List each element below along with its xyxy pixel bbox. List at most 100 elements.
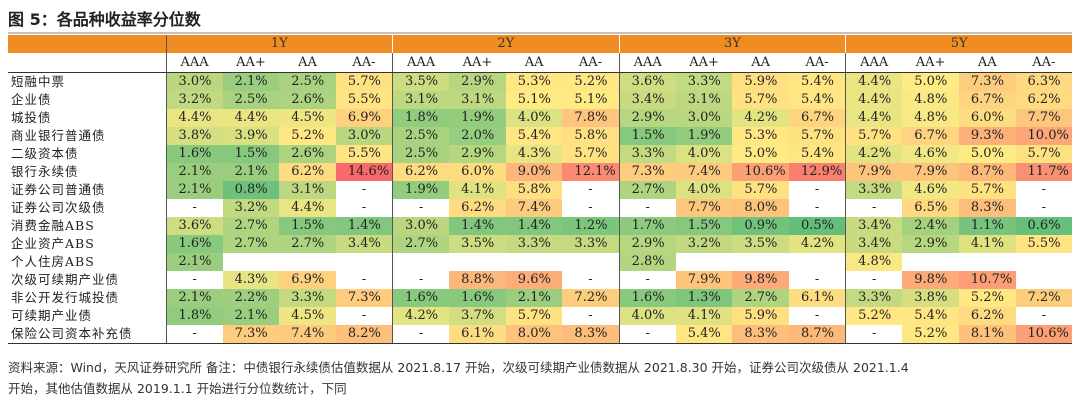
percentile-cell: - [335, 307, 393, 325]
rating-header: AA+ [675, 53, 733, 73]
percentile-cell: 9.8% [732, 271, 789, 289]
percentile-cell: 3.3% [562, 235, 620, 253]
percentile-cell: 9.3% [958, 127, 1016, 145]
table-row: 证券公司普通债 2.1% 0.8% 3.1% -1.9% 4.1% 5.8% -2.7% 4.0… [8, 181, 1073, 199]
percentile-cell: 3.2% [222, 199, 280, 217]
percentile-cell: 6.0% [958, 109, 1016, 127]
percentile-cell: 8.3% [562, 325, 620, 344]
percentile-cell: 3.3% [675, 72, 733, 91]
percentile-cell: - [392, 271, 450, 289]
percentile-cell [505, 253, 563, 271]
percentile-cell: 1.9% [675, 127, 733, 145]
percentile-cell: 4.8% [902, 109, 959, 127]
percentile-cell: 6.7% [788, 109, 846, 127]
percentile-cell: 1.3% [675, 289, 733, 307]
percentile-cell: - [788, 181, 846, 199]
percentile-cell: 3.9% [222, 127, 280, 145]
percentile-cell: 3.2% [675, 235, 733, 253]
percentile-cell: 12.1% [562, 163, 620, 181]
percentile-cell: 5.5% [335, 145, 393, 163]
percentile-cell [1015, 253, 1073, 271]
row-label: 可续期产业债 [8, 307, 167, 325]
percentile-cell: 7.4% [279, 325, 336, 344]
percentile-cell: 3.0% [335, 127, 393, 145]
percentile-cell: 7.4% [675, 163, 733, 181]
rating-header: AAA [618, 53, 676, 73]
percentile-cell: 5.4% [788, 91, 846, 109]
percentile-cell: 5.7% [562, 145, 620, 163]
row-label: 非公开发行城投债 [8, 289, 167, 307]
row-label: 银行永续债 [8, 163, 167, 181]
percentile-cell: 3.6% [618, 72, 676, 91]
row-label: 城投债 [8, 109, 167, 127]
percentile-cell: 5.8% [505, 181, 563, 199]
percentile-cell: 4.0% [618, 307, 676, 325]
percentile-cell: 5.4% [902, 307, 959, 325]
percentile-cell: - [165, 271, 223, 289]
percentile-cell: 4.6% [902, 181, 959, 199]
table-row: 银行永续债 2.1% 2.1% 6.2% 14.6% 6.2% 6.0% 9.0% 12.1% 7… [8, 163, 1073, 181]
percentile-cell: 1.2% [562, 217, 620, 235]
rating-header: AA+ [449, 53, 506, 73]
percentile-cell: 1.6% [449, 289, 506, 307]
percentile-cell: 3.5% [449, 235, 506, 253]
percentile-cell: 5.7% [732, 91, 789, 109]
percentile-cell: 2.6% [279, 145, 336, 163]
figure-title: 图 5：各品种收益率分位数 [8, 10, 201, 29]
percentile-cell: 4.1% [958, 235, 1016, 253]
percentile-cell: 4.0% [675, 145, 733, 163]
percentile-cell: 4.4% [845, 109, 903, 127]
percentile-cell: 2.1% [222, 307, 280, 325]
percentile-cell: 1.9% [449, 109, 506, 127]
percentile-cell: 4.5% [279, 109, 336, 127]
percentile-cell: 5.5% [335, 91, 393, 109]
percentile-cell: 2.5% [222, 91, 280, 109]
percentile-cell: 2.9% [449, 72, 506, 91]
percentile-cell: 3.1% [392, 91, 450, 109]
percentile-cell: 4.8% [845, 253, 903, 271]
percentile-cell: 5.9% [732, 307, 789, 325]
percentile-cell: 3.8% [902, 289, 959, 307]
percentile-cell: 1.4% [505, 217, 563, 235]
percentile-cell: 0.8% [222, 181, 280, 199]
percentile-cell: - [165, 325, 223, 344]
percentile-cell: 5.4% [788, 145, 846, 163]
percentile-cell: 3.5% [732, 235, 789, 253]
percentile-cell: 7.2% [562, 289, 620, 307]
percentile-cell: 11.7% [1015, 163, 1073, 181]
percentile-cell: - [1015, 307, 1073, 325]
percentile-cell: 2.1% [505, 289, 563, 307]
percentile-cell: 1.5% [279, 217, 336, 235]
table-row: 保险公司资本补充债 -7.3% 7.4% 8.2% -6.1% 8.0% 8.3% -5.4%… [8, 325, 1073, 344]
rating-header: AA- [562, 53, 620, 73]
percentile-cell [222, 253, 280, 271]
percentile-cell [335, 253, 393, 271]
rating-header: AAA [165, 53, 223, 73]
percentile-cell: - [335, 199, 393, 217]
percentile-cell [788, 253, 846, 271]
percentile-cell: 2.1% [165, 181, 223, 199]
percentile-cell: 1.8% [392, 109, 450, 127]
header-corner [8, 35, 167, 53]
percentile-cell [392, 253, 450, 271]
percentile-cell: 3.6% [165, 217, 223, 235]
percentile-cell: 4.5% [279, 307, 336, 325]
percentile-cell: - [335, 271, 393, 289]
percentile-cell: - [788, 271, 846, 289]
percentile-cell: 6.3% [1015, 72, 1073, 91]
percentile-cell: 4.0% [505, 109, 563, 127]
percentile-cell: 6.2% [449, 199, 506, 217]
table-row: 商业银行普通债 3.8% 3.9% 5.2% 3.0% 2.5% 2.0% 5.4% 5.8% 1… [8, 127, 1073, 145]
percentile-cell: 8.8% [449, 271, 506, 289]
percentile-cell: - [165, 199, 223, 217]
percentile-cell: 8.3% [732, 325, 789, 344]
percentile-cell: 5.1% [505, 91, 563, 109]
percentile-cell: 5.7% [732, 181, 789, 199]
percentile-cell [732, 253, 789, 271]
percentile-cell: 8.0% [505, 325, 563, 344]
rating-header: AA [505, 53, 563, 73]
percentile-cell: 5.7% [958, 181, 1016, 199]
rating-header: AA+ [902, 53, 959, 73]
percentile-cell [958, 253, 1016, 271]
percentile-cell: 8.7% [958, 163, 1016, 181]
